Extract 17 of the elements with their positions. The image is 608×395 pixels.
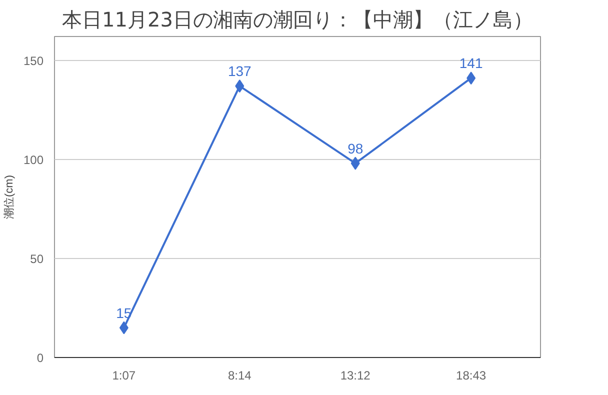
y-tick-label: 150 (23, 54, 44, 68)
y-tick-label: 0 (36, 351, 44, 365)
x-tick-label: 13:12 (340, 368, 371, 382)
point (466, 72, 476, 85)
point (235, 80, 244, 93)
data-label: 137 (228, 63, 252, 80)
y-tick-label: 100 (23, 152, 44, 167)
data-label: 141 (459, 55, 483, 72)
point (119, 321, 128, 334)
x-tick-label: 8:14 (228, 368, 252, 382)
x-tick-label: 18:43 (456, 368, 486, 382)
data-label: 98 (348, 140, 364, 156)
y-axis-title: 潮位(cm) (2, 174, 16, 219)
x-tick-label: 1:07 (112, 368, 136, 382)
point (350, 156, 360, 170)
chart-title: 本日11月23日の湘南の潮回り：【中潮】（江ノ島） (62, 8, 533, 32)
y-tick-label: 50 (30, 252, 44, 266)
